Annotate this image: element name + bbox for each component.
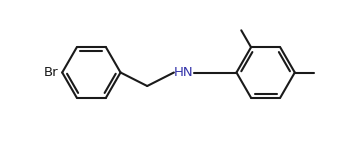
Text: Br: Br — [43, 66, 58, 79]
Text: HN: HN — [174, 66, 193, 79]
